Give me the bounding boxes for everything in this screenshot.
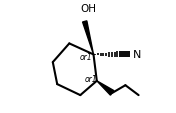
Text: or1: or1 (85, 74, 97, 83)
Text: or1: or1 (79, 53, 92, 62)
Text: OH: OH (80, 4, 96, 13)
Polygon shape (83, 22, 93, 55)
Polygon shape (97, 81, 114, 95)
Text: N: N (133, 50, 142, 60)
